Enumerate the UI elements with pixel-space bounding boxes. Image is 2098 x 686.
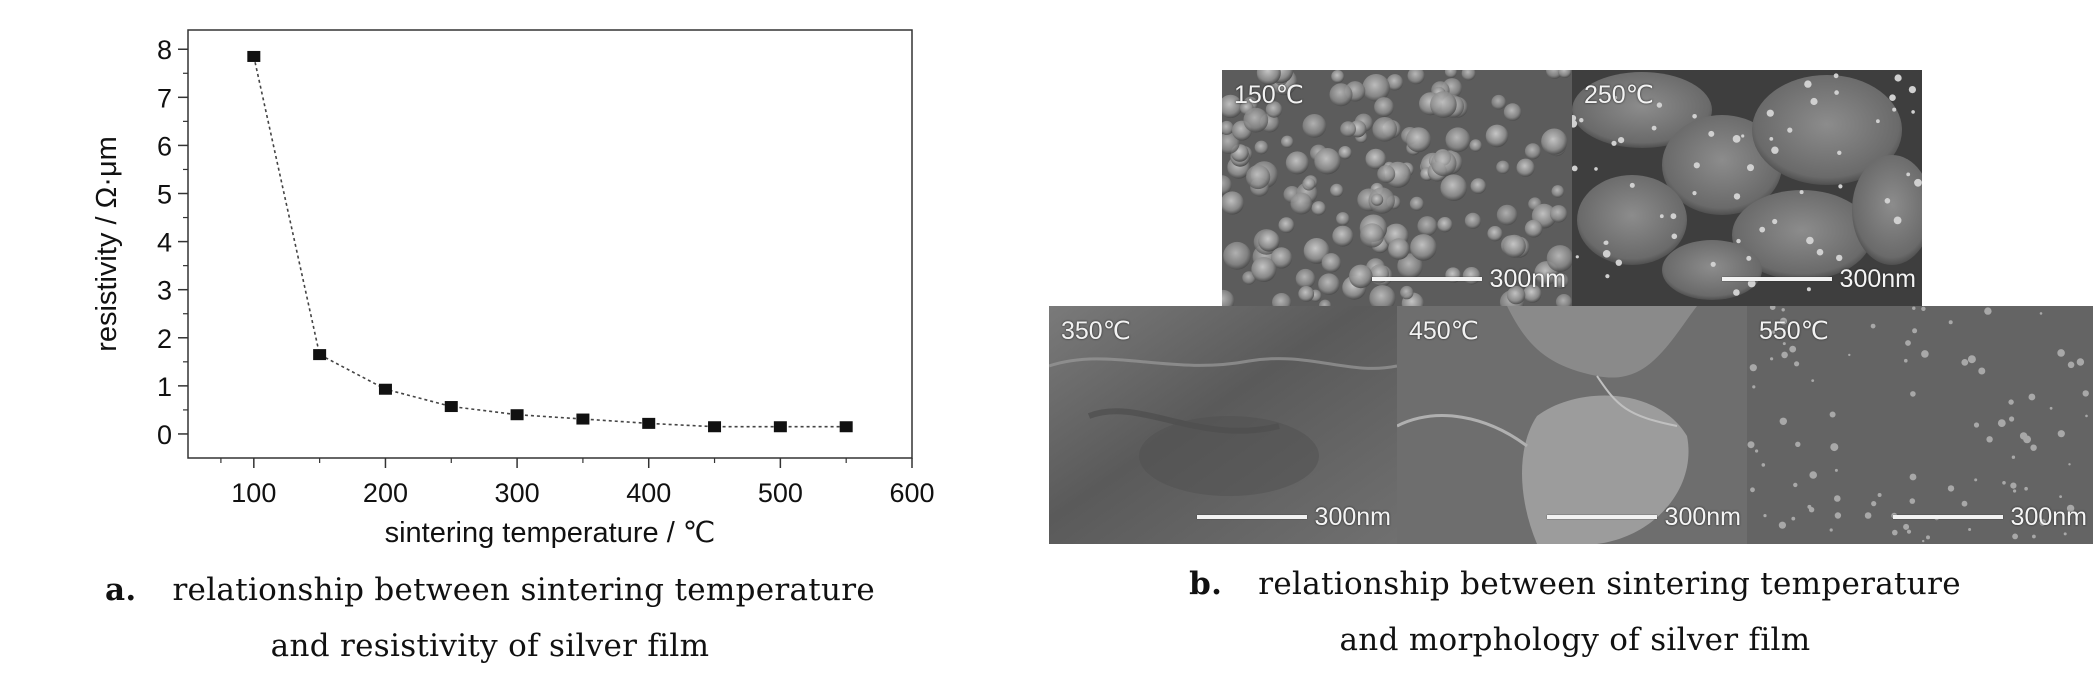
caption-b: b. relationship between sintering tempera… <box>1100 556 2050 668</box>
caption-b-text1: relationship between sintering temperatu… <box>1258 566 1961 602</box>
sem-label-450: 450℃ <box>1409 317 1479 345</box>
y-tick-label: 2 <box>157 324 172 354</box>
x-axis-label: sintering temperature / ℃ <box>385 517 716 549</box>
data-point <box>642 417 656 429</box>
x-tick-label: 400 <box>626 478 671 508</box>
x-tick-label: 600 <box>889 478 934 508</box>
x-tick-label: 300 <box>495 478 540 508</box>
y-tick-label: 6 <box>157 131 172 161</box>
y-tick-label: 5 <box>157 180 172 210</box>
scale-bar-550: 300nm <box>1892 502 2087 532</box>
y-tick-label: 3 <box>157 276 172 306</box>
data-points <box>247 50 853 433</box>
caption-b-line1: b. relationship between sintering tempera… <box>1100 556 2050 612</box>
data-point <box>444 401 458 413</box>
scale-bar-350: 300nm <box>1196 502 1391 532</box>
plot-frame <box>187 29 913 459</box>
x-tick-label: 500 <box>758 478 803 508</box>
y-tick-label: 4 <box>157 228 172 258</box>
y-tick-label: 7 <box>157 83 172 113</box>
scale-bar-450: 300nm <box>1546 502 1741 532</box>
data-point <box>378 383 392 395</box>
y-tick-label: 1 <box>157 372 172 402</box>
caption-a: a. relationship between sintering tempera… <box>60 562 920 674</box>
caption-a-line2: and resistivity of silver film <box>270 628 710 664</box>
data-point <box>313 349 327 361</box>
sem-image-150: 150℃ 300nm <box>1222 70 1572 306</box>
data-point <box>576 413 590 425</box>
resistivity-chart: 100 200 300 400 500 600 0 1 2 3 4 5 6 7 8 sintering t… <box>91 29 935 549</box>
sem-label-350: 350℃ <box>1061 317 1131 345</box>
sem-label-250: 250℃ <box>1584 81 1654 109</box>
data-point <box>773 421 787 433</box>
sem-label-150: 150℃ <box>1234 81 1304 109</box>
scale-bar-150: 300nm <box>1371 264 1566 294</box>
y-tick-label: 8 <box>157 35 172 65</box>
sem-image-550: 550℃ 300nm <box>1747 306 2093 544</box>
sem-image-450: 450℃ 300nm <box>1397 306 1747 544</box>
y-axis-label: resistivity / Ω·μm <box>91 136 123 352</box>
caption-b-line2: and morphology of silver film <box>1339 622 1811 658</box>
data-point <box>839 421 853 433</box>
data-point <box>247 50 261 62</box>
sem-image-250: 250℃ 300nm <box>1572 70 1922 306</box>
x-tick-label: 200 <box>363 478 408 508</box>
caption-a-text1: relationship between sintering temperatu… <box>172 572 876 608</box>
y-axis: 0 1 2 3 4 5 6 7 8 <box>157 35 188 450</box>
sem-image-350: 350℃ 300nm <box>1049 306 1397 544</box>
data-point <box>708 421 722 433</box>
y-tick-label: 0 <box>157 420 172 450</box>
scale-bar-250: 300nm <box>1721 264 1916 294</box>
series-line <box>253 56 847 428</box>
caption-b-tag: b. <box>1189 566 1223 602</box>
caption-a-line1: a. relationship between sintering tempera… <box>60 562 920 618</box>
caption-a-tag: a. <box>104 572 137 608</box>
x-tick-label: 100 <box>231 478 276 508</box>
x-axis: 100 200 300 400 500 600 <box>220 458 935 508</box>
data-point <box>510 409 524 421</box>
sem-label-550: 550℃ <box>1759 317 1829 345</box>
